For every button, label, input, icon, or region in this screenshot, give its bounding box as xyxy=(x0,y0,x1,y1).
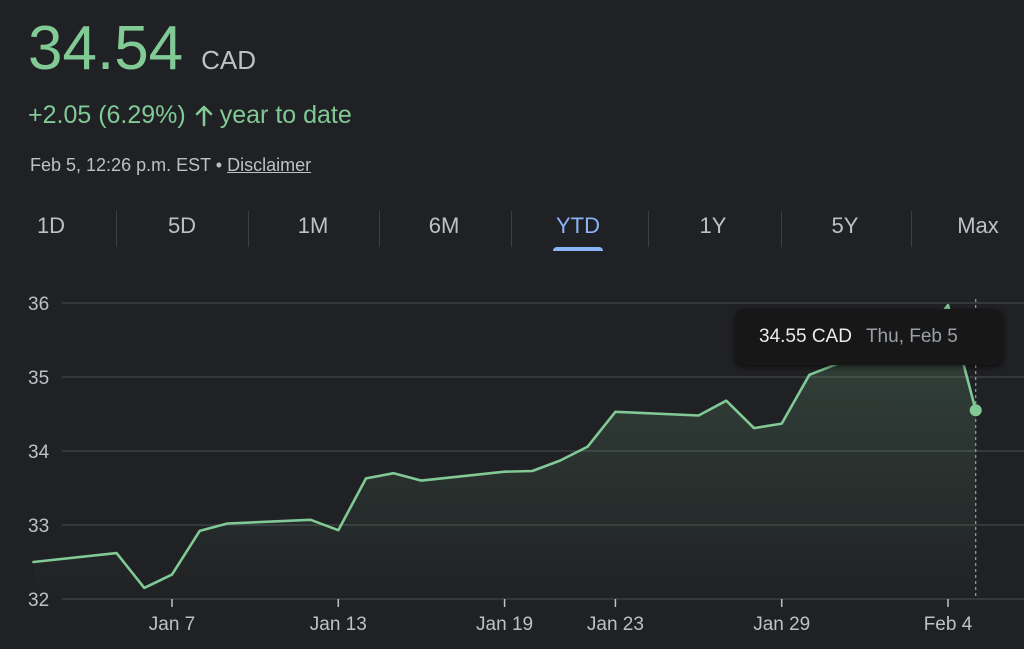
tab-divider xyxy=(379,211,380,247)
y-tick-label: 34 xyxy=(28,442,50,463)
x-tick-label: Jan 29 xyxy=(753,614,810,635)
current-price: 34.54 xyxy=(28,14,184,83)
tab-5y[interactable]: 5Y xyxy=(831,213,859,238)
tab-divider xyxy=(781,211,782,247)
tab-ytd[interactable]: YTD xyxy=(538,205,618,251)
disclaimer-link[interactable]: Disclaimer xyxy=(227,155,312,175)
tab-max[interactable]: Max xyxy=(957,213,999,238)
data-point-marker xyxy=(969,404,982,417)
timestamp: Feb 5, 12:26 p.m. EST xyxy=(30,155,211,175)
range-tabs: 1D 5D 1M 6M YTD 1Y 5Y Max xyxy=(0,205,1024,255)
tab-divider xyxy=(911,211,912,247)
tab-divider xyxy=(648,211,649,247)
x-tick-label: Jan 23 xyxy=(587,614,644,635)
arrow-up-icon xyxy=(194,105,214,127)
y-tick-label: 33 xyxy=(28,516,49,537)
tab-divider xyxy=(248,211,249,247)
x-tick-label: Jan 19 xyxy=(476,614,533,635)
tab-5d[interactable]: 5D xyxy=(167,213,197,238)
tab-divider xyxy=(116,211,117,247)
separator-dot: • xyxy=(215,155,223,175)
tab-divider xyxy=(511,211,512,247)
x-tick-label: Feb 4 xyxy=(924,614,973,635)
series-line xyxy=(32,303,977,590)
tooltip-date: Thu, Feb 5 xyxy=(865,326,958,347)
series-area xyxy=(33,305,976,599)
price-change-row: +2.05 (6.29%) year to date xyxy=(28,101,352,130)
tab-1d[interactable]: 1D xyxy=(36,213,66,238)
change-period: year to date xyxy=(219,101,352,129)
price-row: 34.54 CAD xyxy=(28,18,256,80)
price-change: +2.05 (6.29%) xyxy=(28,101,186,129)
x-tick-label: Jan 7 xyxy=(149,614,195,635)
x-tick-label: Jan 13 xyxy=(310,614,367,635)
chart-tooltip: 34.55 CAD Thu, Feb 5 xyxy=(735,309,1003,365)
tab-6m[interactable]: 6M xyxy=(428,213,460,238)
timestamp-row: Feb 5, 12:26 p.m. EST • Disclaimer xyxy=(30,155,311,176)
tab-1m[interactable]: 1M xyxy=(297,213,329,238)
tooltip-value: 34.55 CAD xyxy=(759,326,852,347)
currency-label: CAD xyxy=(201,45,257,75)
y-tick-label: 35 xyxy=(28,368,49,389)
y-tick-label: 36 xyxy=(28,294,49,315)
tab-1y[interactable]: 1Y xyxy=(699,213,727,238)
